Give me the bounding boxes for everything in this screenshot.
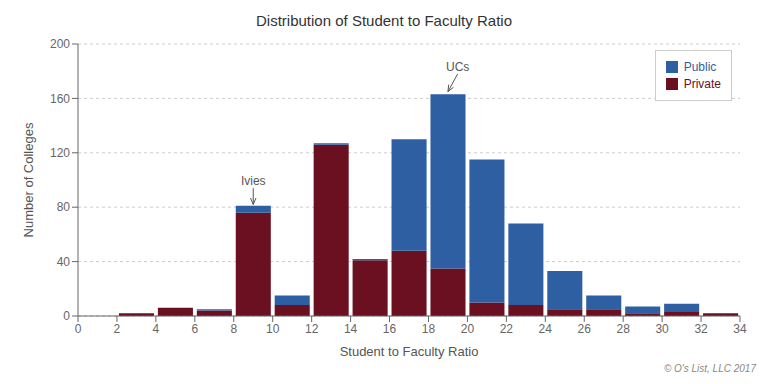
html-text:Distribution of Student to Fac: Distribution of Student to Faculty Ratio (256, 12, 512, 29)
svg-text:0: 0 (75, 322, 82, 336)
svg-text:30: 30 (655, 322, 669, 336)
svg-text:6: 6 (191, 322, 198, 336)
svg-text:Student to Faculty Ratio: Student to Faculty Ratio (340, 344, 479, 359)
svg-text:18: 18 (422, 322, 436, 336)
svg-text:16: 16 (383, 322, 397, 336)
svg-text:160: 160 (50, 92, 70, 106)
svg-text:12: 12 (305, 322, 319, 336)
svg-text:32: 32 (694, 322, 708, 336)
svg-text:Number of Colleges: Number of Colleges (21, 122, 36, 237)
svg-text:8: 8 (230, 322, 237, 336)
svg-text:40: 40 (57, 255, 71, 269)
svg-text:28: 28 (616, 322, 630, 336)
svg-text:34: 34 (733, 322, 747, 336)
svg-text:14: 14 (344, 322, 358, 336)
svg-text:0: 0 (63, 309, 70, 323)
svg-text:4: 4 (153, 322, 160, 336)
svg-text:120: 120 (50, 146, 70, 160)
svg-text:80: 80 (57, 200, 71, 214)
svg-text:26: 26 (578, 322, 592, 336)
svg-text:Ivies: Ivies (241, 174, 266, 188)
html-text:© O's List, LLC 2017: © O's List, LLC 2017 (663, 363, 756, 374)
svg-text:2: 2 (114, 322, 121, 336)
html-text:Public: Public (683, 60, 717, 74)
svg-text:24: 24 (539, 322, 553, 336)
svg-text:UCs: UCs (446, 60, 469, 74)
svg-text:10: 10 (266, 322, 280, 336)
svg-text:22: 22 (500, 322, 514, 336)
html-text:Private: Private (683, 77, 721, 91)
svg-text:200: 200 (50, 37, 70, 51)
svg-text:20: 20 (461, 322, 475, 336)
